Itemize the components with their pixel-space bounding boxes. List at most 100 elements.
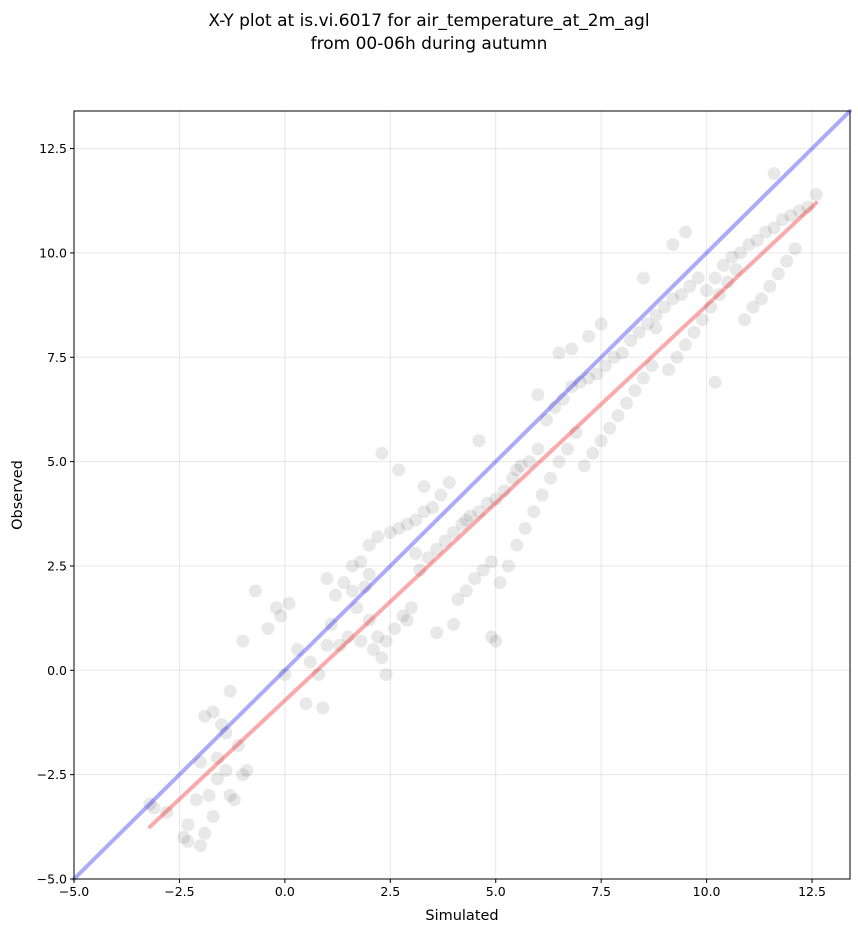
scatter-point — [392, 463, 406, 477]
scatter-point — [552, 455, 566, 469]
y-tick-label: 12.5 — [39, 141, 67, 156]
chart-title-line-1: X-Y plot at is.vi.6017 for air_temperatu… — [208, 11, 649, 31]
scatter-point — [780, 254, 794, 268]
scatter-point — [687, 325, 701, 339]
scatter-point — [223, 789, 237, 803]
scatter-point — [615, 346, 629, 360]
scatter-point — [261, 622, 275, 636]
plot-area — [74, 111, 850, 879]
scatter-point — [582, 371, 596, 385]
scatter-point — [683, 279, 697, 293]
scatter-point — [636, 271, 650, 285]
scatter-point — [269, 601, 283, 615]
scatter-point — [632, 325, 646, 339]
scatter-point — [674, 288, 688, 302]
scatter-point — [236, 634, 250, 648]
scatter-point — [746, 300, 760, 314]
scatter-point — [362, 613, 376, 627]
scatter-point — [227, 793, 241, 807]
scatter-point — [784, 208, 798, 222]
scatter-point — [468, 571, 482, 585]
scatter-point — [354, 555, 368, 569]
scatter-point — [531, 442, 545, 456]
scatter-point — [189, 793, 203, 807]
y-tick-label: 7.5 — [47, 350, 67, 365]
scatter-point — [442, 475, 456, 489]
scatter-point — [577, 459, 591, 473]
scatter-point — [219, 763, 233, 777]
scatter-point — [354, 634, 368, 648]
scatter-point — [219, 726, 233, 740]
scatter-point — [518, 521, 532, 535]
scatter-point — [619, 396, 633, 410]
scatter-point — [451, 592, 465, 606]
chart-title-line-2: from 00-06h during autumn — [311, 34, 548, 54]
scatter-point — [573, 375, 587, 389]
scatter-point — [522, 455, 536, 469]
scatter-point — [750, 233, 764, 247]
scatter-point — [763, 279, 777, 293]
scatter-point — [645, 359, 659, 373]
scatter-point — [413, 563, 427, 577]
scatter-points — [143, 167, 823, 853]
scatter-point — [649, 309, 663, 323]
x-tick-label: 10.0 — [693, 884, 721, 899]
scatter-point — [733, 246, 747, 260]
scatter-point — [472, 434, 486, 448]
x-axis-ticks: −5.0 −2.5 0.0 2.5 5.0 7.5 10.0 12.5 — [59, 879, 826, 899]
scatter-point — [236, 768, 250, 782]
scatter-point — [670, 350, 684, 364]
scatter-point — [792, 204, 806, 218]
scatter-point — [459, 584, 473, 598]
scatter-point — [480, 496, 494, 510]
scatter-point — [535, 488, 549, 502]
scatter-point — [177, 830, 191, 844]
x-tick-label: −2.5 — [164, 884, 194, 899]
scatter-point — [679, 225, 693, 239]
scatter-point — [421, 551, 435, 565]
scatter-point — [552, 346, 566, 360]
scatter-point — [447, 526, 461, 540]
scatter-point — [248, 584, 262, 598]
scatter-point — [565, 342, 579, 356]
scatter-point — [194, 839, 208, 853]
scatter-point — [210, 772, 224, 786]
y-tick-label: 0.0 — [47, 663, 67, 678]
scatter-point — [337, 576, 351, 590]
scatter-point — [666, 292, 680, 306]
scatter-point — [210, 751, 224, 765]
scatter-point — [531, 388, 545, 402]
scatter-point — [198, 826, 212, 840]
scatter-point — [324, 617, 338, 631]
scatter-point — [759, 225, 773, 239]
scatter-point — [628, 384, 642, 398]
plot-frame — [73, 110, 851, 880]
scatter-point — [514, 459, 528, 473]
scatter-point — [392, 521, 406, 535]
scatter-point — [291, 642, 305, 656]
scatter-point — [742, 238, 756, 252]
scatter-point — [181, 818, 195, 832]
scatter-point — [345, 584, 359, 598]
scatter-point — [767, 221, 781, 235]
scatter-point — [345, 559, 359, 573]
scatter-point — [485, 630, 499, 644]
scatter-point — [607, 350, 621, 364]
scatter-point — [544, 471, 558, 485]
scatter-point — [181, 834, 195, 848]
scatter-point — [417, 480, 431, 494]
scatter-point — [303, 655, 317, 669]
scatter-point — [476, 563, 490, 577]
scatter-point — [691, 271, 705, 285]
scatter-point — [565, 379, 579, 393]
scatter-point — [776, 213, 790, 227]
x-tick-label: 2.5 — [380, 884, 400, 899]
scatter-point — [371, 630, 385, 644]
scatter-point — [274, 609, 288, 623]
scatter-point — [438, 534, 452, 548]
scatter-point — [379, 634, 393, 648]
scatter-point — [590, 367, 604, 381]
scatter-point — [341, 630, 355, 644]
y-tick-label: 2.5 — [47, 558, 67, 573]
scatter-point — [320, 571, 334, 585]
